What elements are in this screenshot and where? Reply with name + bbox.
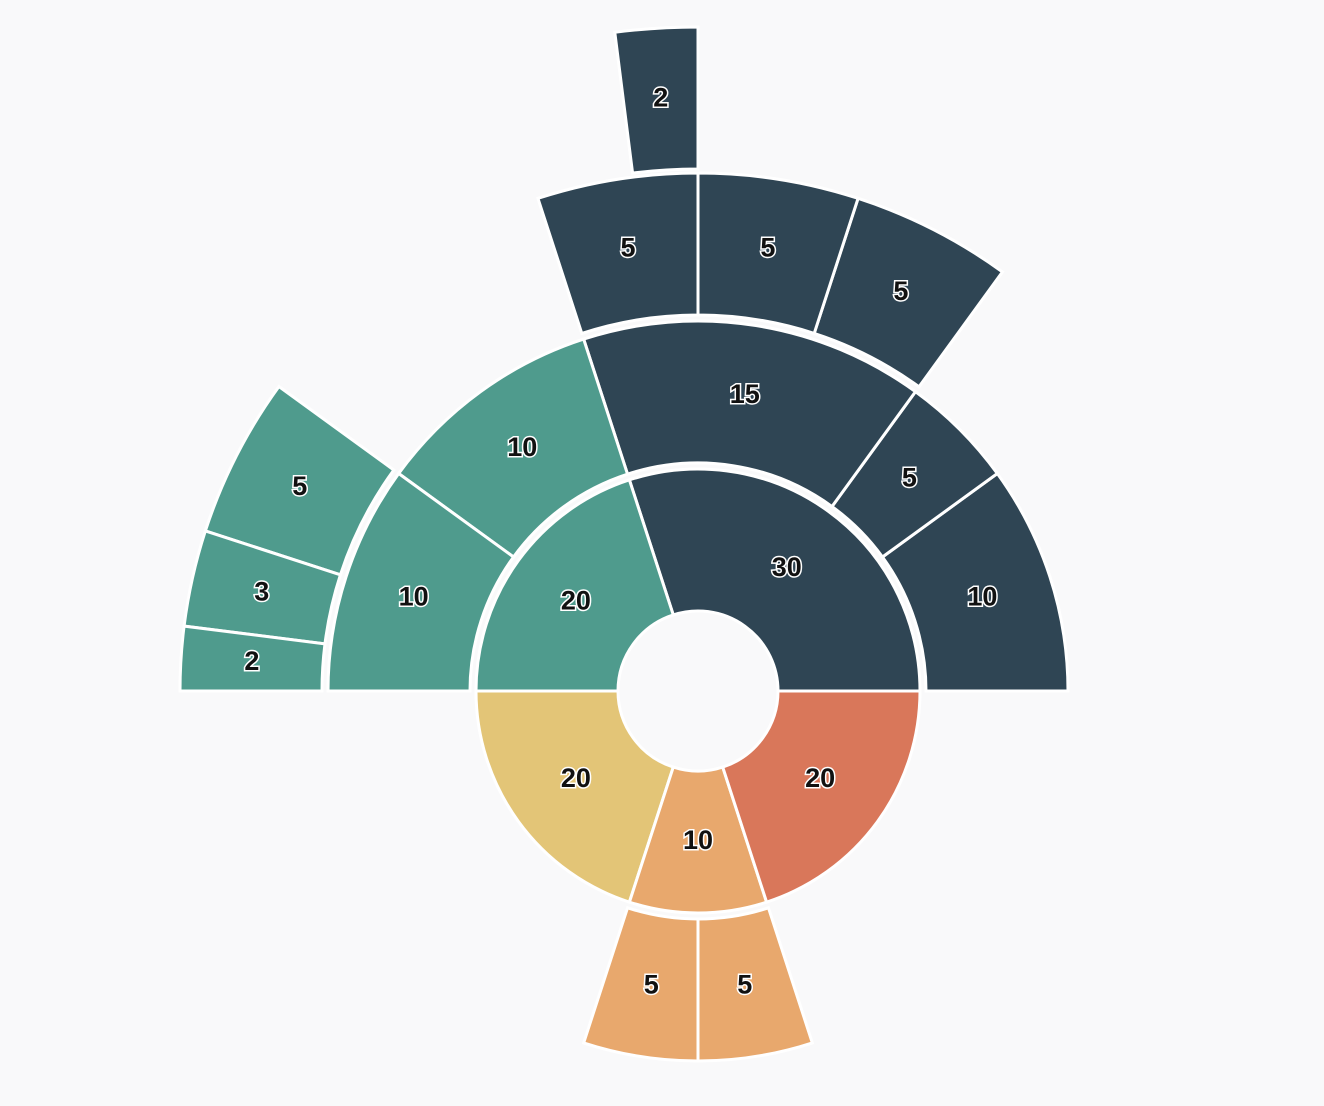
segment-label: 5 [621, 233, 636, 263]
sunburst-segment [474, 477, 676, 693]
segment-label: 5 [902, 463, 917, 493]
segment-label: 5 [893, 276, 908, 306]
segment-label: 20 [561, 763, 591, 793]
sunburst-segment [720, 689, 922, 905]
segment-label: 30 [772, 552, 802, 582]
segment-label: 2 [244, 646, 259, 676]
sunburst-segment [474, 689, 676, 905]
segment-label: 5 [760, 233, 775, 263]
sunburst-segment [326, 471, 516, 693]
segment-label: 10 [507, 432, 537, 462]
segment-label: 20 [561, 585, 591, 615]
sunburst-segment [627, 467, 922, 693]
sunburst-segment [613, 25, 700, 175]
segment-label: 10 [967, 582, 997, 612]
segment-label: 5 [737, 969, 752, 999]
segment-label: 3 [254, 577, 269, 607]
segment-label: 5 [292, 471, 307, 501]
sunburst-segment [536, 171, 700, 336]
sunburst-segment [178, 624, 327, 693]
segment-label: 2 [653, 82, 668, 112]
segment-label: 20 [805, 763, 835, 793]
sunburst-segment [627, 765, 769, 915]
segment-label: 10 [683, 825, 713, 855]
segment-label: 15 [730, 379, 760, 409]
sunburst-segment [581, 905, 700, 1063]
sunburst-segment [696, 905, 815, 1063]
segment-label: 10 [399, 582, 429, 612]
segment-label: 5 [644, 969, 659, 999]
